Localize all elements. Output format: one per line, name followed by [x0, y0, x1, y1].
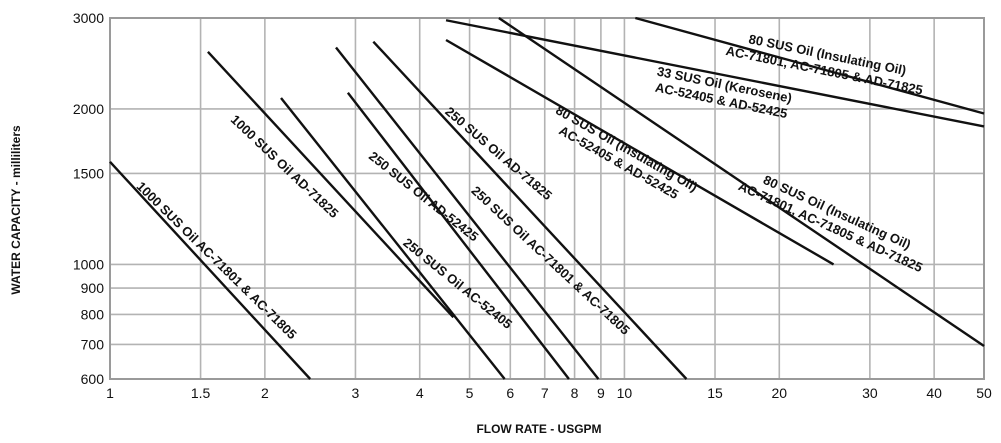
x-tick-label: 15	[707, 385, 723, 401]
x-tick-labels: 1 1.5 2 3 4 5 6 7 8 9 10 15 20 30 40 50	[106, 385, 992, 401]
series-line	[372, 40, 688, 380]
series-line	[445, 19, 985, 128]
x-tick-label: 40	[926, 385, 942, 401]
y-tick-labels: 600 700 800 900 1000 1500 2000 3000	[73, 10, 104, 387]
y-tick-label: 1000	[73, 256, 104, 272]
x-tick-label: 1.5	[191, 385, 211, 401]
y-tick-label: 900	[81, 280, 105, 296]
x-tick-label: 50	[976, 385, 992, 401]
series-label: 1000 SUS Oil AC-71801 & AC-71805	[134, 179, 300, 342]
x-tick-label: 20	[771, 385, 787, 401]
y-tick-label: 700	[81, 336, 105, 352]
series-label: 1000 SUS Oil AD-71825	[228, 112, 342, 221]
plot-frame	[109, 17, 985, 380]
series-label: 80 SUS Oil (Insulating Oil)AC-52405 & AD…	[553, 102, 700, 202]
x-tick-label: 30	[862, 385, 878, 401]
series-line	[280, 97, 506, 380]
series-label-line: 1000 SUS Oil AC-71801 & AC-71805	[134, 179, 300, 342]
series-label: 80 SUS Oil (Insulating Oil)AC-71801, AC-…	[736, 172, 925, 275]
y-tick-label: 3000	[73, 10, 104, 26]
series-label: 250 SUS Oil AD-71825	[442, 104, 555, 203]
series-label-line: 250 SUS Oil AC-52405	[400, 235, 515, 332]
series-label-line: 250 SUS Oil AD-52425	[366, 148, 481, 244]
x-tick-label: 3	[352, 385, 360, 401]
series-label-line: 250 SUS Oil AD-71825	[442, 104, 555, 203]
y-tick-label: 600	[81, 371, 105, 387]
series-label: 250 SUS Oil AC-52405	[400, 235, 515, 332]
y-tick-label: 2000	[73, 101, 104, 117]
x-tick-label: 6	[506, 385, 514, 401]
x-tick-label: 4	[416, 385, 424, 401]
series-label: 33 SUS Oil (Kerosene)AC-52405 & AD-52425	[654, 64, 793, 121]
series-line	[498, 17, 985, 348]
series-line	[346, 91, 570, 380]
y-tick-label: 1500	[73, 165, 104, 181]
series-label-line: AC-71801, AC-71805 & AD-71825	[736, 178, 925, 275]
x-tick-label: 8	[571, 385, 579, 401]
series-line	[445, 38, 835, 266]
series-line	[635, 16, 985, 115]
series-label-line: 1000 SUS Oil AD-71825	[228, 112, 342, 221]
x-tick-label: 1	[106, 385, 114, 401]
series-line	[335, 46, 600, 380]
series-line	[207, 51, 455, 319]
x-tick-label: 2	[261, 385, 269, 401]
x-axis-label: FLOW RATE - USGPM	[476, 422, 601, 436]
y-axis-label: WATER CAPACITY - milliliters	[9, 125, 23, 295]
x-tick-label: 9	[597, 385, 605, 401]
x-tick-label: 5	[466, 385, 474, 401]
x-tick-label: 10	[617, 385, 633, 401]
x-tick-label: 7	[541, 385, 549, 401]
series-line	[109, 161, 312, 380]
series-layer	[109, 16, 985, 380]
y-tick-label: 800	[81, 306, 105, 322]
series-label: 250 SUS Oil AD-52425	[366, 148, 481, 244]
